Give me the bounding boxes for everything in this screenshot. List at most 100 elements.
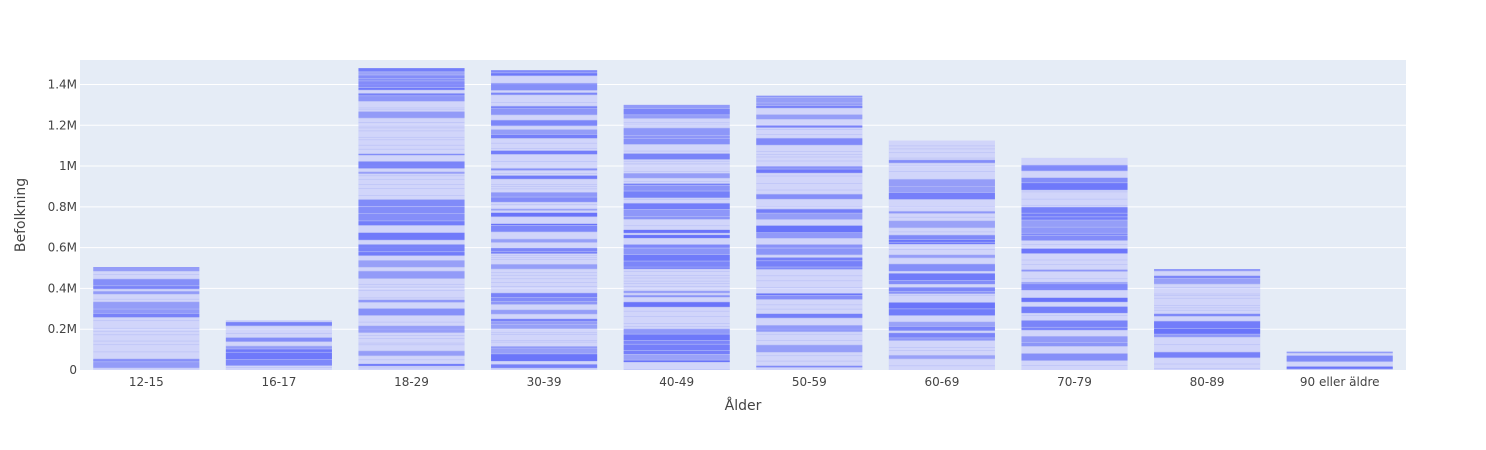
bar-segment [491,179,598,185]
bar-segment [1021,327,1128,330]
bar-segment [1021,342,1128,347]
bar [225,320,332,370]
bar-segment [358,267,465,271]
bar-segment [623,164,730,172]
bar-segment [491,92,598,95]
bar-segment [888,158,995,160]
bar-segment [1021,235,1128,241]
bar-segment [358,298,465,300]
bar-segment [756,352,863,356]
bar-segment [93,267,200,271]
bar-segment [756,213,863,220]
bar-segment [1021,320,1128,327]
bar-segment [358,75,465,79]
bar [1154,269,1261,370]
bar-segment [225,352,332,360]
bar-segment [93,274,200,279]
bar-segment [225,337,332,342]
bar-segment [756,183,863,190]
bar-segment [358,300,465,303]
bar-segment [623,323,730,327]
bar-segment [491,297,598,302]
bar-segment [1154,294,1261,296]
bar-segment [888,333,995,338]
bar-segment [623,115,730,119]
bar-segment [1154,368,1261,370]
bar-segment [358,96,465,102]
bar-segment [756,365,863,368]
bar [756,95,863,370]
bar-segment [756,97,863,103]
bar-segment [358,287,465,291]
bar-segment [1021,260,1128,265]
bar-segment [358,252,465,256]
bar-segment [1021,360,1128,366]
x-tick-label: 12-15 [129,375,164,389]
bar-segment [491,279,598,283]
bar-segment [756,190,863,194]
bar-segment [93,331,200,335]
y-tick-label: 0.4M [48,281,77,295]
bar-segment [491,364,598,368]
bar-segment [888,315,995,322]
bar-segment [491,175,598,179]
bar-segment [756,108,863,115]
bar-segment [1021,264,1128,270]
bar-segment [623,344,730,351]
bar-segment [1154,345,1261,352]
bar-segment [756,209,863,213]
bar-segment [756,325,863,332]
bar-segment [623,171,730,173]
bar-segment [623,286,730,291]
bar-segment [1286,353,1393,356]
bar-segment [358,256,465,261]
bar-segment [491,255,598,258]
bar-body [888,140,995,370]
bar-segment [225,326,332,333]
bar-segment [888,179,995,187]
bar-segment [491,239,598,243]
bar-segment [756,232,863,239]
y-tick-labels: 0 0.2M 0.4M 0.6M 0.8M 1M 1.2M 1.4M [48,77,77,377]
bar-segment [623,254,730,261]
bar-segment [491,301,598,305]
bar-segment [358,140,465,145]
bar-segment [358,122,465,126]
x-tick-label: 90 eller äldre [1300,375,1380,389]
bar-segment [756,128,863,130]
bar-segment [888,284,995,287]
bar-segment [358,315,465,322]
bar-segment [358,81,465,88]
bar-segment [888,206,995,211]
bar-segment [93,362,200,368]
bar-segment [623,123,730,125]
bar-segment [888,309,995,316]
bar-segment [756,145,863,152]
bar-segment [491,154,598,162]
bar-segment [1154,271,1261,276]
bar [1021,157,1128,370]
bar-segment [888,287,995,292]
bar-segment [756,95,863,98]
bar-segment [491,310,598,314]
bar-segment [756,154,863,157]
bar-segment [1154,275,1261,278]
bar-segment [756,244,863,248]
bar-segment [491,126,598,130]
bar-segment [756,287,863,293]
bar-segment [756,269,863,276]
bar-segment [1021,365,1128,370]
bar-segment [623,181,730,184]
bar-segment [888,273,995,281]
bar-segment [888,359,995,366]
bar-segment [756,267,863,270]
bar-segment [756,199,863,207]
bar-segment [623,138,730,145]
bar-segment [623,191,730,198]
bar-segment [756,318,863,325]
bar-segment [358,149,465,154]
bar-segment [756,238,863,245]
bar-segment [756,334,863,341]
bar-segment [491,108,598,115]
bar-segment [358,131,465,137]
